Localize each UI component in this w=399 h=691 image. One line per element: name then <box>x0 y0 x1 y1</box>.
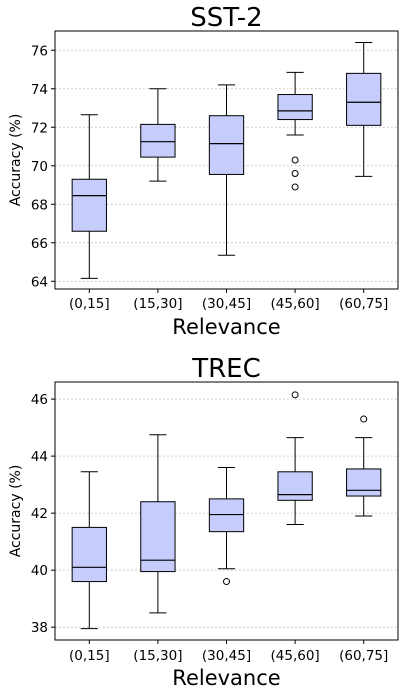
x-tick-label: (30,45] <box>202 648 251 664</box>
y-axis-label: Accuracy (%) <box>8 465 24 558</box>
y-tick-label: 74 <box>31 82 48 98</box>
x-tick-label: (15,30] <box>133 648 182 664</box>
outlier-point <box>291 156 299 164</box>
x-axis-label: Relevance <box>172 666 280 690</box>
y-tick-label: 70 <box>31 159 48 175</box>
chart-panel-0: 64 66 68 70 72 74 76 (0,15] (15,30] (30,45] (45,60… <box>8 3 399 339</box>
box-1 <box>140 123 176 158</box>
y-axis-label: Accuracy (%) <box>8 114 24 207</box>
x-tick-label: (0,15] <box>69 648 110 664</box>
chart-panel-1: 38 40 42 44 46 (0,15] (15,30] (30,45] (45,60] (60… <box>8 354 399 690</box>
box-2 <box>208 498 245 533</box>
box-4 <box>346 72 382 126</box>
x-tick-label: (45,60] <box>271 648 320 664</box>
chart-title: SST-2 <box>190 3 262 33</box>
outlier-point <box>291 183 299 191</box>
outlier-point <box>223 578 230 586</box>
x-tick-label: (45,60] <box>271 296 320 312</box>
y-tick-label: 68 <box>31 197 48 213</box>
outlier-point <box>291 391 299 399</box>
x-tick-label: (60,75] <box>339 296 388 312</box>
y-tick-label: 76 <box>31 43 48 59</box>
x-tick-label: (30,45] <box>202 296 251 312</box>
chart-title: TREC <box>191 354 261 384</box>
box-4 <box>346 468 382 497</box>
y-tick-label: 46 <box>31 392 48 408</box>
box-3 <box>277 471 313 501</box>
x-tick-label: (0,15] <box>69 296 110 312</box>
y-tick-label: 66 <box>31 236 48 252</box>
outlier-point <box>291 169 299 177</box>
box-0 <box>71 526 107 583</box>
y-tick-label: 40 <box>31 563 48 579</box>
box-0 <box>71 178 107 232</box>
y-tick-label: 64 <box>31 274 48 290</box>
x-tick-label: (60,75] <box>339 648 388 664</box>
y-tick-label: 72 <box>31 120 48 136</box>
y-tick-label: 42 <box>31 506 48 522</box>
box-2 <box>208 115 245 175</box>
outlier-point <box>360 415 368 423</box>
box-1 <box>140 501 176 573</box>
x-axis-label: Relevance <box>172 315 280 339</box>
y-tick-label: 38 <box>31 620 48 636</box>
box-3 <box>277 94 313 121</box>
x-tick-label: (15,30] <box>133 296 182 312</box>
y-tick-label: 44 <box>31 449 48 465</box>
